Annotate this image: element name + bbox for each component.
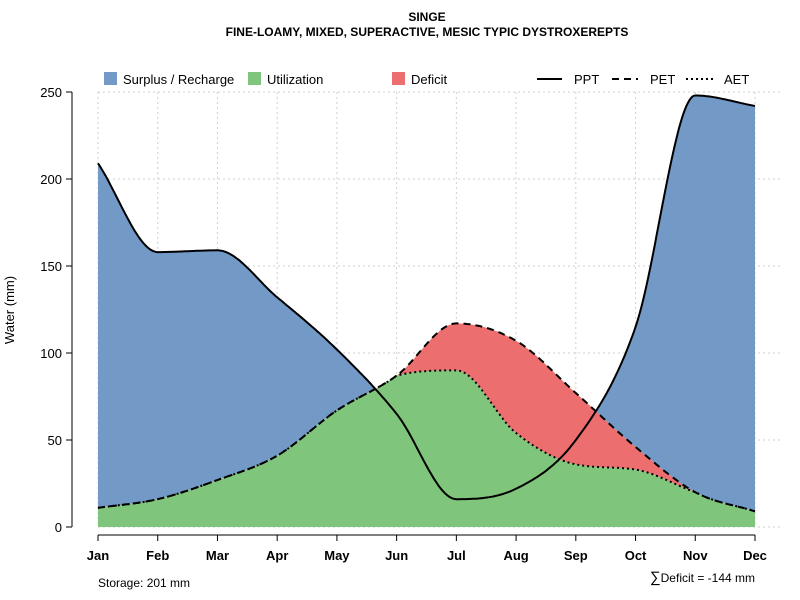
- legend-swatch-deficit: [392, 72, 405, 85]
- axis-layer: 0 50 100 150 200 250 Jan Feb Mar Apr May Jun Jul Aug S…: [40, 85, 767, 563]
- y-tick-label-0: 0: [55, 520, 62, 535]
- series-line-ppt: [97, 94, 756, 501]
- deficit-area: [98, 323, 755, 512]
- legend-label-aet: AET: [724, 72, 749, 87]
- line-layer: [97, 94, 756, 513]
- y-tick-label-250: 250: [40, 85, 62, 100]
- x-tick-label-jul: Jul: [447, 548, 466, 563]
- area-layer: [98, 95, 755, 527]
- y-tick-label-150: 150: [40, 259, 62, 274]
- deficit-label: Deficit = -144 mm: [661, 571, 755, 585]
- y-axis-label: Water (mm): [2, 276, 17, 344]
- legend-label-surplus: Surplus / Recharge: [123, 72, 234, 87]
- surplus-area: [98, 95, 755, 512]
- legend-label-pet: PET: [650, 72, 675, 87]
- legend-label-utilization: Utilization: [267, 72, 323, 87]
- chart-title: SINGE: [408, 10, 445, 24]
- legend-label-ppt: PPT: [574, 72, 599, 87]
- series-line-pet: [97, 322, 756, 513]
- x-tick-label-sep: Sep: [564, 548, 588, 563]
- legend-swatch-surplus: [104, 72, 117, 85]
- y-tick-label-50: 50: [48, 433, 62, 448]
- x-tick-label-oct: Oct: [625, 548, 647, 563]
- deficit-summary: ∑Deficit = -144 mm: [650, 569, 755, 586]
- x-tick-label-jan: Jan: [87, 548, 109, 563]
- x-tick-label-nov: Nov: [683, 548, 708, 563]
- y-tick-label-200: 200: [40, 172, 62, 187]
- x-tick-label-jun: Jun: [385, 548, 408, 563]
- utilization-area: [98, 370, 755, 527]
- y-tick-label-100: 100: [40, 346, 62, 361]
- chart-subtitle: FINE-LOAMY, MIXED, SUPERACTIVE, MESIC TY…: [226, 25, 629, 39]
- legend-swatch-utilization: [248, 72, 261, 85]
- x-tick-label-aug: Aug: [503, 548, 528, 563]
- x-tick-label-may: May: [324, 548, 350, 563]
- storage-label: Storage: 201 mm: [98, 576, 190, 590]
- legend-label-deficit: Deficit: [411, 72, 448, 87]
- x-tick-label-apr: Apr: [266, 548, 288, 563]
- sigma-icon: ∑: [650, 569, 661, 586]
- legend: Surplus / Recharge Utilization Deficit P…: [104, 72, 749, 87]
- x-tick-label-feb: Feb: [146, 548, 169, 563]
- x-tick-label-dec: Dec: [743, 548, 767, 563]
- x-tick-label-mar: Mar: [206, 548, 229, 563]
